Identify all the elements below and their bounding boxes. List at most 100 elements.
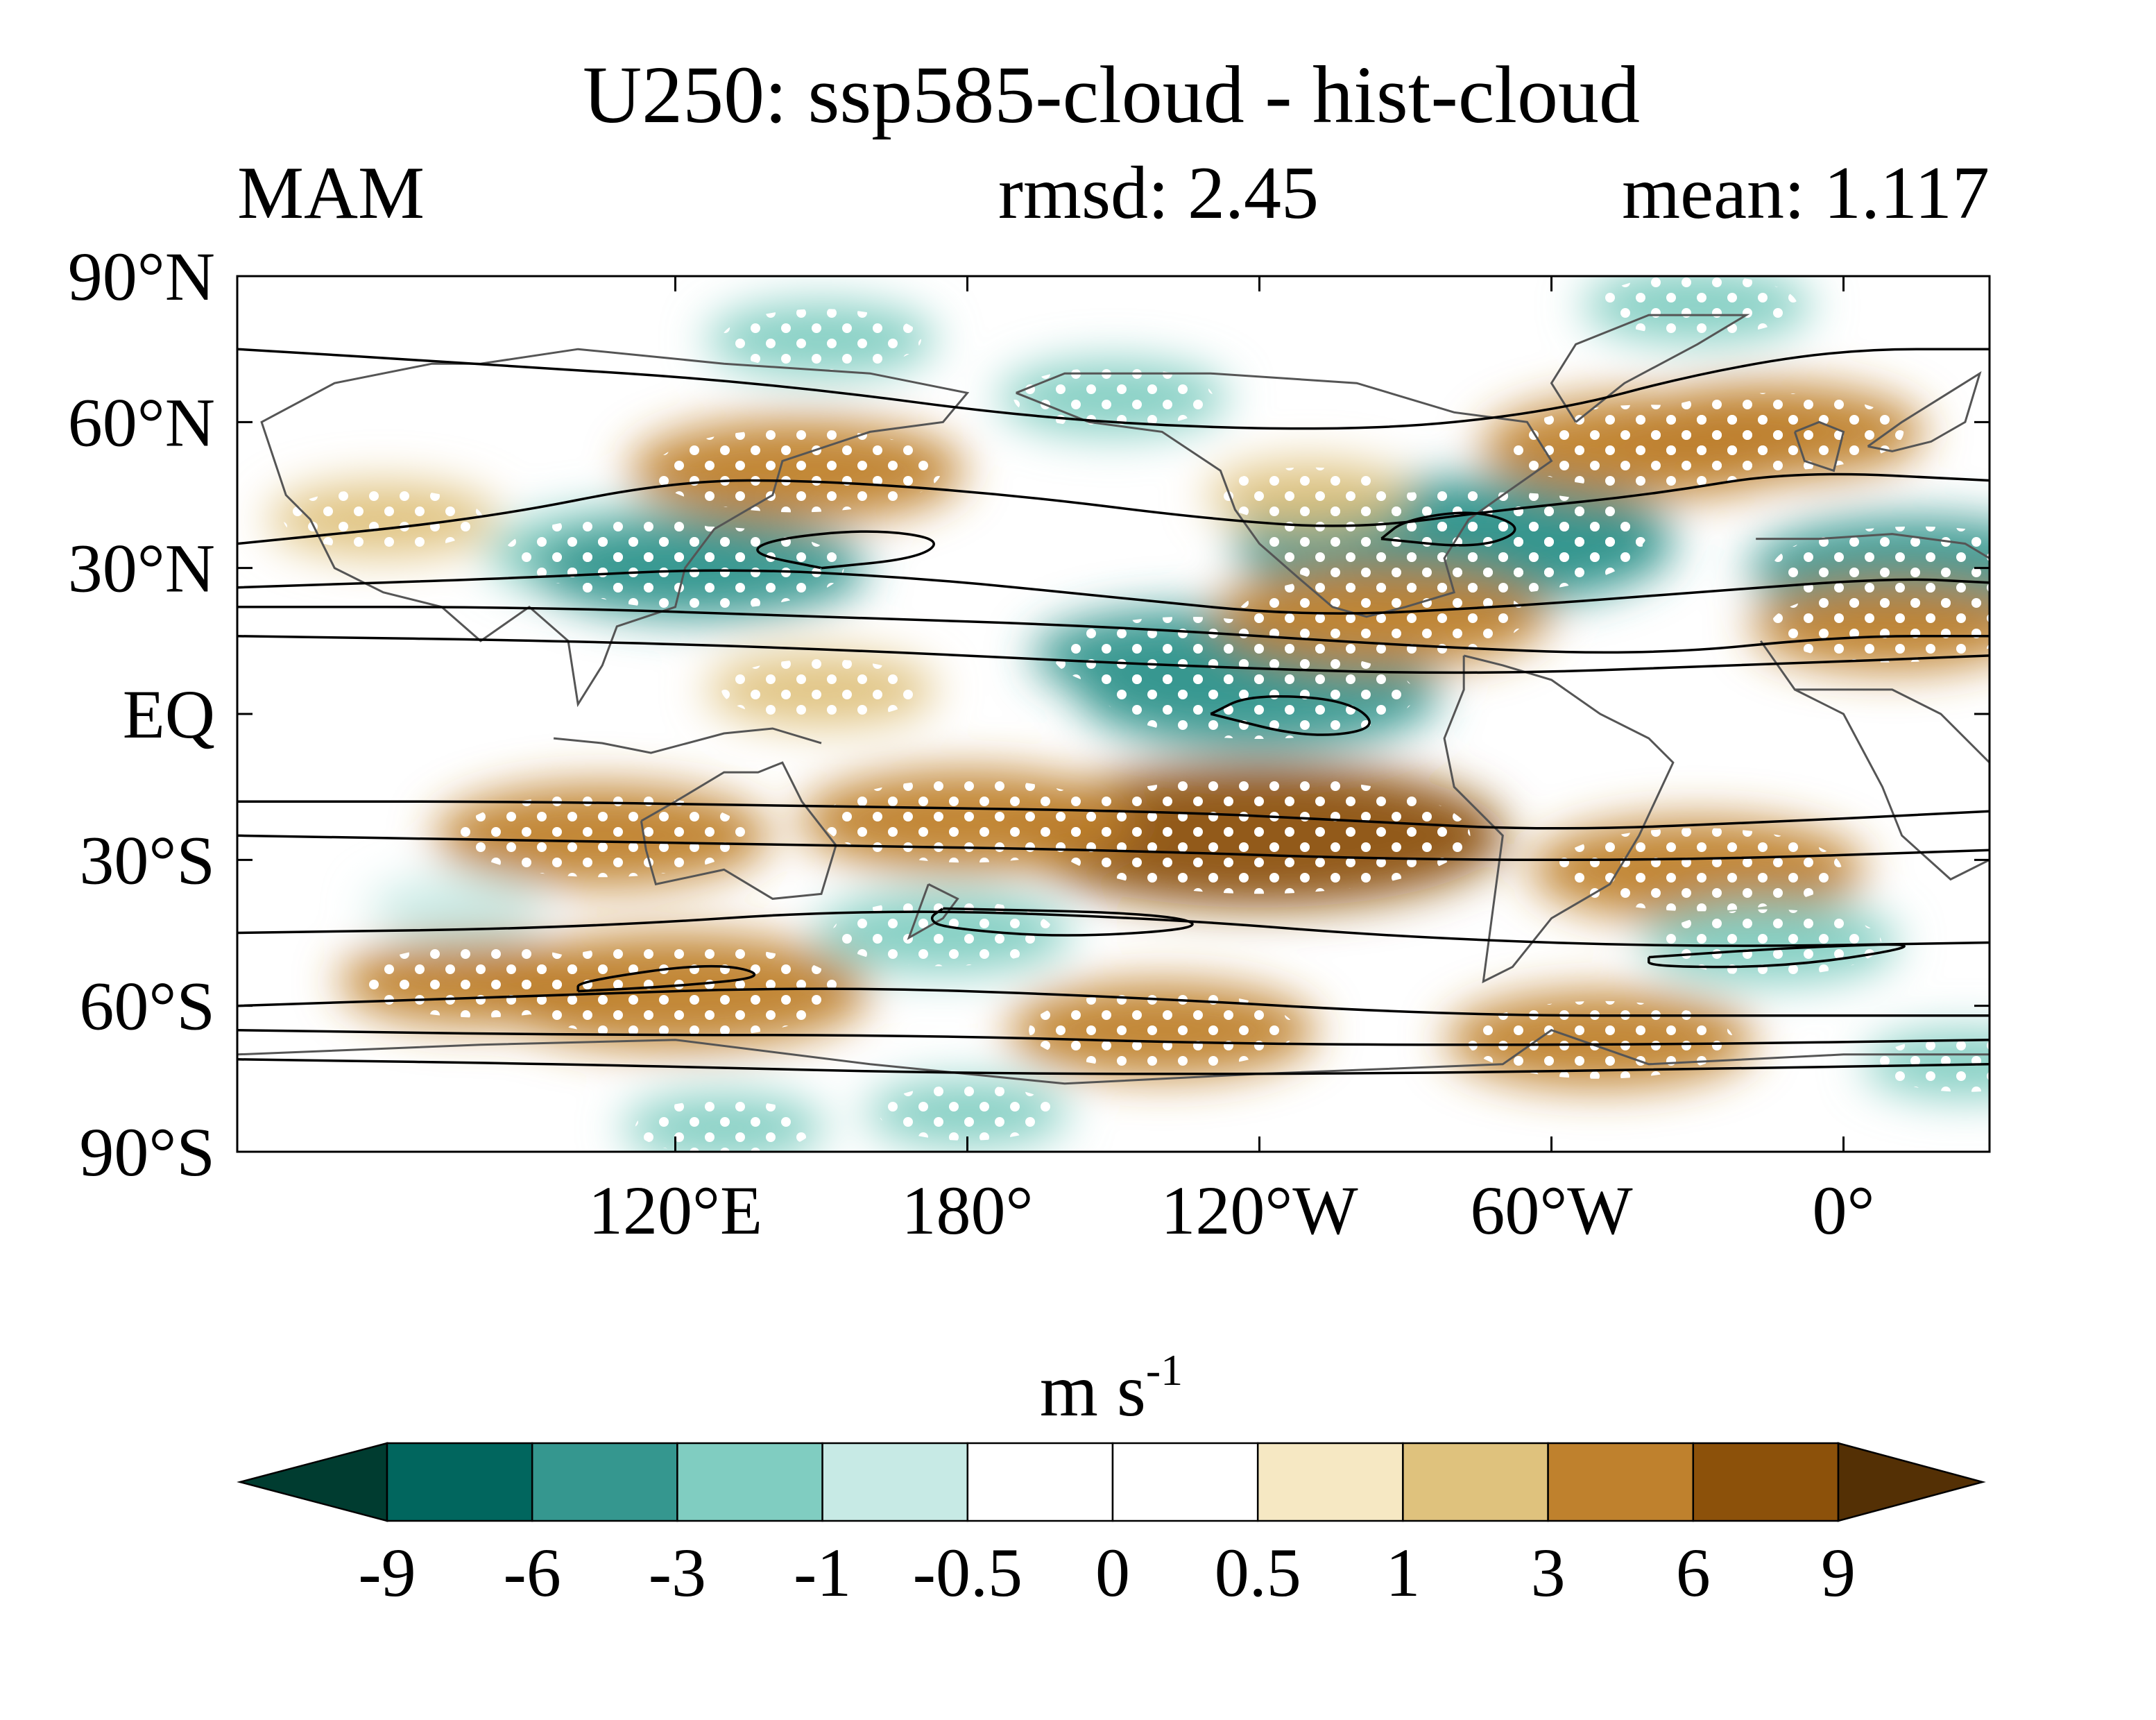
stipple-region-23 (1466, 1001, 1734, 1079)
stipple-region-0 (721, 658, 921, 720)
stipple-region-19 (1770, 590, 1990, 663)
contour-line-14 (756, 530, 936, 570)
contour-line-8 (237, 987, 1990, 1017)
contour-line-6 (237, 834, 1990, 862)
stipple-region-25 (1659, 909, 1882, 976)
contour-line-3 (237, 606, 1990, 654)
contour-line-5 (237, 800, 1990, 830)
colorbar-swatch-3 (821, 1442, 969, 1522)
coastline-10 (1793, 420, 1845, 472)
x-tick-label-3: 60°W (1470, 1172, 1633, 1249)
colorbar: m s-1 -9 -6 -3 -1 -0.5 0 0.5 1 3 6 9 (237, 1345, 1986, 1611)
y-tick-label-4: 30°S (79, 821, 215, 899)
colorbar-unit: m s-1 (1040, 1345, 1183, 1432)
coastline-4 (1756, 533, 1990, 559)
colorbar-extend-high (1837, 1442, 1986, 1522)
coastline-1 (1016, 372, 1553, 618)
x-tick-label-0: 120°E (588, 1172, 762, 1249)
x-tick-label-1: 180° (902, 1172, 1034, 1249)
coastline-2 (1443, 654, 1675, 984)
contour-line-1 (237, 472, 1990, 545)
stipple-region-18 (1236, 574, 1525, 658)
x-tick-label-4: 0° (1813, 1172, 1875, 1249)
y-tick-label-3: EQ (123, 676, 215, 753)
colorbar-extend-low (237, 1442, 388, 1522)
contour-line-4 (237, 635, 1990, 674)
colorbar-swatch-6 (1256, 1442, 1404, 1522)
season-label: MAM (237, 152, 425, 235)
anomaly-region-28 (367, 878, 545, 939)
y-axis: 90°N 60°N 30°N EQ 30°S 60°S 90°S (68, 238, 1990, 1191)
coastline-11 (1867, 371, 1982, 452)
y-tick-label-6: 90°S (79, 1114, 215, 1191)
contour-line-0 (237, 348, 1990, 430)
x-axis: 120°E 180° 120°W 60°W 0° (588, 276, 1875, 1249)
contour-line-10 (237, 1058, 1990, 1075)
y-tick-label-1: 60°N (68, 384, 215, 461)
stipple-region-6 (1104, 649, 1415, 739)
colorbar-swatch-9 (1692, 1442, 1840, 1522)
stipple-region-21 (358, 945, 603, 1018)
stipple-region-9 (1772, 526, 1990, 610)
x-tick-label-2: 120°W (1161, 1172, 1358, 1249)
stipple-region-2 (1048, 777, 1471, 894)
colorbar-label-10: 9 (1821, 1534, 1856, 1611)
colorbar-swatch-7 (1402, 1442, 1549, 1522)
colorbar-swatch-0 (386, 1442, 533, 1522)
contour-line-15 (930, 907, 1194, 937)
y-tick-label-0: 90°N (68, 238, 215, 315)
contour-line-2 (237, 569, 1990, 615)
stipple-region-4 (1553, 828, 1842, 912)
colorbar-swatch-5 (1111, 1442, 1259, 1522)
contour-line-7 (237, 910, 1990, 947)
colorbar-swatches (237, 1442, 1986, 1522)
y-tick-label-2: 30°N (68, 530, 215, 607)
colorbar-swatch-4 (966, 1442, 1114, 1522)
colorbar-labels: -9 -6 -3 -1 -0.5 0 0.5 1 3 6 9 (358, 1534, 1856, 1611)
chart-title: U250: ssp585-cloud - hist-cloud (583, 49, 1640, 140)
stipple-region-27 (1219, 467, 1397, 523)
colorbar-swatch-1 (531, 1442, 678, 1522)
mean-label: mean: 1.117 (1622, 152, 1990, 235)
stipple-region-24 (832, 899, 1054, 967)
colorbar-swatch-8 (1547, 1442, 1695, 1522)
stipple-region-15 (652, 429, 941, 513)
coastline-6 (907, 883, 959, 940)
colorbar-label-1: -6 (504, 1534, 561, 1611)
stipple-region-3 (823, 779, 1112, 863)
stipple-region-30 (878, 1084, 1056, 1141)
stipple-region-12 (721, 309, 921, 371)
stipple-region-17 (1637, 393, 1904, 471)
rmsd-label: rmsd: 2.45 (998, 152, 1319, 235)
colorbar-label-5: 0 (1095, 1534, 1130, 1611)
colorbar-label-8: 3 (1531, 1534, 1566, 1611)
coastline-7 (553, 727, 822, 754)
contour-line-9 (237, 1028, 1990, 1046)
colorbar-label-7: 1 (1385, 1534, 1420, 1611)
climatology-contours (237, 348, 1990, 1075)
coastline-0 (260, 348, 970, 708)
coastline-3 (1759, 640, 1990, 881)
colorbar-label-6: 0.5 (1215, 1534, 1301, 1611)
contour-line-16 (1648, 943, 1906, 969)
contour-line-12 (1380, 511, 1516, 547)
contour-line-11 (576, 964, 756, 993)
colorbar-label-3: -1 (794, 1534, 851, 1611)
colorbar-unit-exponent: -1 (1146, 1345, 1183, 1395)
y-tick-label-5: 60°S (79, 968, 215, 1045)
contour-line-13 (1210, 695, 1371, 736)
stipple-region-11 (555, 526, 844, 610)
coastline-8 (1550, 314, 1750, 423)
stipple-region-1 (458, 794, 747, 878)
colorbar-label-4: -0.5 (913, 1534, 1023, 1611)
colorbar-label-2: -3 (649, 1534, 706, 1611)
colorbar-swatch-2 (676, 1442, 823, 1522)
stipple-region-22 (1029, 991, 1296, 1069)
stipple-region-14 (1598, 276, 1797, 337)
stipple-region-13 (1013, 367, 1213, 429)
map-panel (237, 276, 1990, 1152)
stipple-region-29 (635, 1099, 813, 1152)
colorbar-label-0: -9 (358, 1534, 416, 1611)
colorbar-label-9: 6 (1676, 1534, 1711, 1611)
